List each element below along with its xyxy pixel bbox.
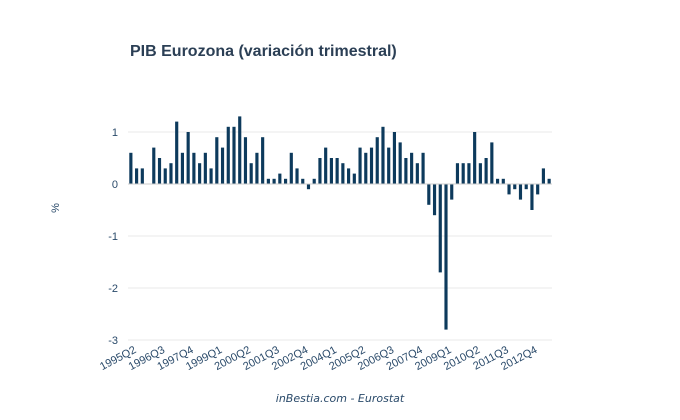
bar-2001Q1	[261, 137, 265, 184]
bar-2002Q4	[301, 178, 305, 184]
bar-2011Q4	[507, 184, 511, 195]
bar-2008Q4	[438, 184, 442, 273]
bar-2001Q3	[272, 178, 276, 184]
bar-1999Q2	[220, 147, 225, 184]
x-axis-ticks: 1995Q21996Q31997Q41999Q12000Q22001Q32002…	[98, 344, 539, 373]
bar-2003Q4	[324, 147, 328, 184]
bar-2000Q3	[249, 163, 253, 184]
bar-2009Q2	[450, 184, 454, 200]
bar-2002Q3	[295, 168, 299, 184]
bar-1996Q2	[152, 147, 156, 184]
bar-2005Q2	[358, 147, 362, 184]
bar-2004Q3	[341, 163, 345, 184]
bar-1998Q4	[209, 168, 213, 184]
bar-2006Q2	[381, 126, 385, 184]
bar-2009Q3	[455, 163, 460, 184]
bar-2003Q2	[312, 178, 316, 184]
bar-2012Q2	[518, 184, 523, 200]
bar-1998Q2	[198, 163, 202, 184]
bar-2006Q3	[387, 147, 391, 184]
bar-2010Q2	[473, 132, 477, 184]
bar-2012Q4	[530, 184, 534, 210]
bar-1995Q4	[140, 168, 144, 184]
bar-2003Q1	[306, 184, 311, 190]
y-axis-label: %	[50, 203, 62, 213]
bar-2012Q1	[513, 184, 517, 190]
bar-2006Q4	[392, 132, 397, 184]
bar-2007Q1	[398, 142, 402, 184]
bar-2001Q4	[278, 173, 282, 184]
bar-2013Q2	[541, 168, 545, 184]
grid-lines	[128, 131, 552, 341]
bar-1995Q3	[135, 168, 139, 184]
bar-2013Q1	[536, 184, 540, 195]
bar-2007Q4	[415, 163, 419, 184]
bar-2009Q1	[444, 184, 448, 330]
bar-2009Q4	[461, 163, 465, 184]
bar-1999Q1	[215, 137, 219, 184]
bar-2004Q2	[335, 158, 339, 184]
bar-1996Q4	[163, 168, 167, 184]
bar-series	[129, 116, 551, 330]
bar-2008Q3	[432, 184, 437, 216]
bar-2013Q3	[547, 178, 551, 184]
bar-2011Q1	[490, 142, 494, 184]
bar-2006Q1	[375, 137, 379, 184]
bar-2007Q3	[410, 152, 414, 184]
bar-2000Q4	[255, 152, 259, 184]
bar-1996Q3	[157, 158, 162, 184]
bar-2001Q2	[266, 178, 270, 184]
bar-2010Q1	[467, 163, 471, 184]
y-tick-label: -2	[108, 283, 118, 295]
bar-2000Q1	[238, 116, 242, 184]
bar-1999Q4	[232, 126, 236, 184]
bar-1999Q3	[226, 126, 230, 184]
bar-2004Q1	[329, 158, 333, 184]
bar-2012Q3	[524, 184, 528, 190]
bar-1997Q4	[186, 132, 190, 184]
bar-2010Q3	[478, 163, 482, 184]
bar-2004Q4	[347, 168, 351, 184]
y-tick-label: -3	[108, 335, 118, 347]
bar-1997Q2	[175, 121, 179, 184]
bar-2008Q1	[421, 152, 425, 184]
bar-2010Q4	[484, 158, 488, 184]
bar-2000Q2	[243, 137, 248, 184]
bar-2003Q3	[318, 158, 322, 184]
bar-2005Q4	[369, 147, 374, 184]
chart-title: PIB Eurozona (variación trimestral)	[130, 43, 397, 60]
bar-1997Q1	[169, 163, 173, 184]
chart-credit: inBestia.com - Eurostat	[276, 392, 405, 405]
bar-1995Q2	[129, 152, 133, 184]
bar-1998Q1	[192, 152, 196, 184]
bar-1997Q3	[180, 152, 185, 184]
y-tick-label: 1	[112, 127, 118, 139]
y-tick-label: 0	[112, 179, 118, 191]
bar-2011Q3	[501, 178, 505, 184]
bar-2005Q3	[364, 152, 368, 184]
y-axis-ticks: 1 0 -1 -2 -3	[108, 127, 118, 347]
y-tick-label: -1	[108, 231, 118, 243]
bar-2007Q2	[404, 158, 408, 184]
bar-2005Q1	[352, 173, 356, 184]
bar-2011Q2	[495, 178, 500, 184]
bar-2002Q1	[283, 178, 288, 184]
bar-1998Q3	[203, 152, 207, 184]
bar-2002Q2	[289, 152, 293, 184]
bar-2008Q2	[427, 184, 431, 205]
